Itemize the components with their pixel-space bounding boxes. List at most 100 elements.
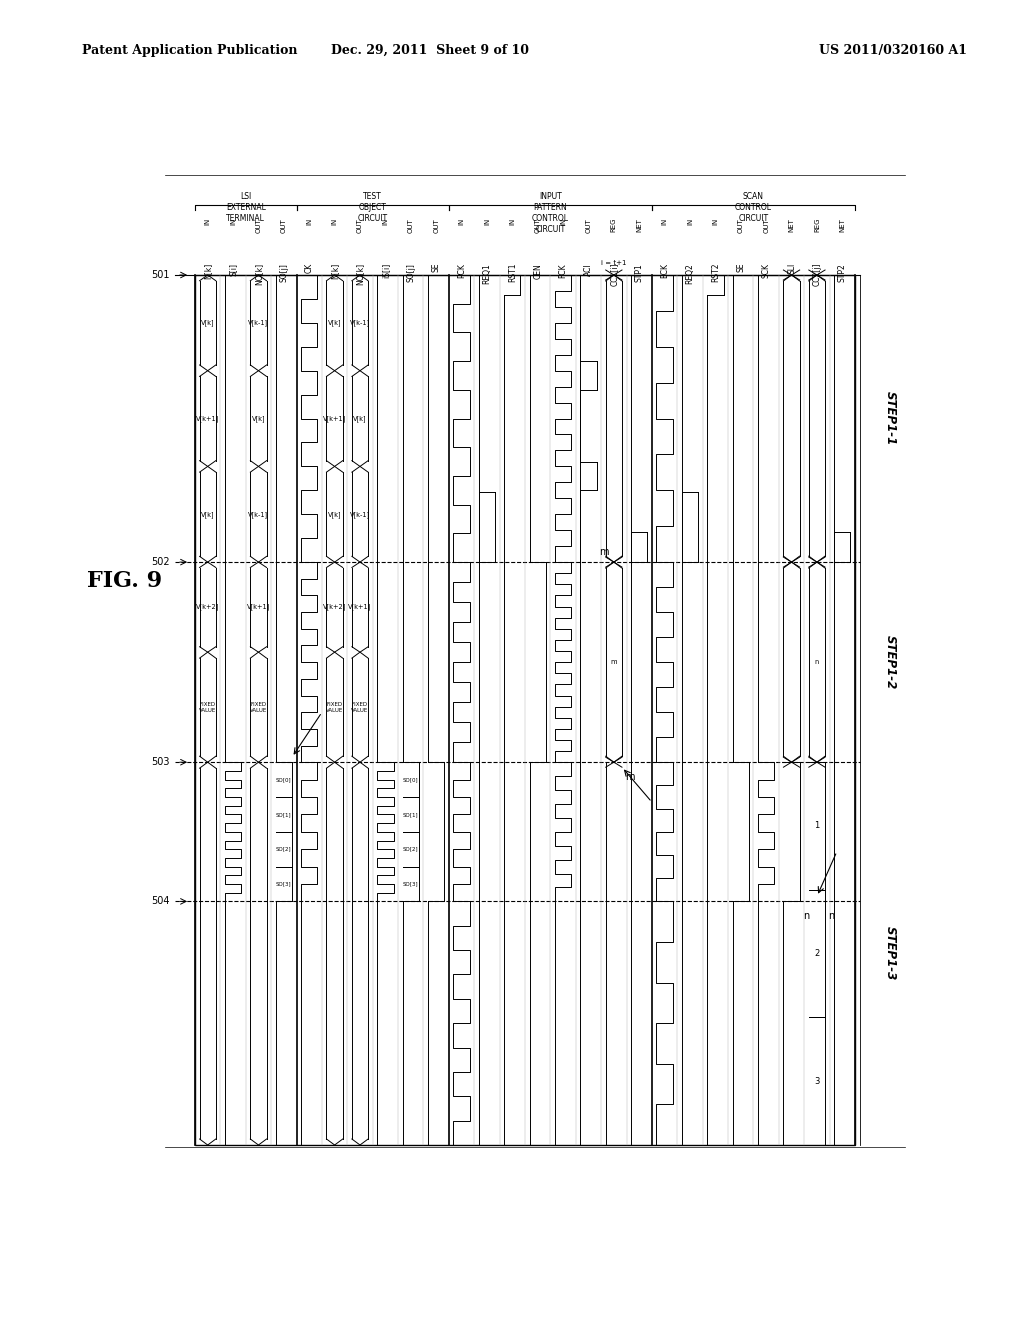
Text: CC2[j]: CC2[j] xyxy=(812,263,821,286)
Text: STEP1-2: STEP1-2 xyxy=(884,635,896,689)
Text: STP1: STP1 xyxy=(635,263,644,281)
Text: IN: IN xyxy=(382,218,388,226)
Text: SLI: SLI xyxy=(787,263,796,275)
Text: SE: SE xyxy=(432,263,440,272)
Text: V[k-1]: V[k-1] xyxy=(350,511,370,517)
Text: S[i]: S[i] xyxy=(228,263,238,276)
Text: V[k+1]: V[k+1] xyxy=(196,416,219,422)
Text: STP2: STP2 xyxy=(838,263,847,281)
Text: REQ2: REQ2 xyxy=(685,263,694,284)
Text: m: m xyxy=(610,659,617,665)
Text: REQ1: REQ1 xyxy=(482,263,492,284)
Text: 504: 504 xyxy=(152,896,170,907)
Text: N[k]: N[k] xyxy=(203,263,212,280)
Text: IN: IN xyxy=(687,218,693,226)
Text: V[k+1]: V[k+1] xyxy=(247,603,270,610)
Text: SO[0]: SO[0] xyxy=(276,777,292,781)
Text: iS[i]: iS[i] xyxy=(381,263,390,279)
Text: 503: 503 xyxy=(152,758,170,767)
Text: IN: IN xyxy=(230,218,237,226)
Text: OUT: OUT xyxy=(586,218,592,232)
Text: m: m xyxy=(625,772,635,783)
Text: V[k]: V[k] xyxy=(201,511,214,517)
Text: LSI
EXTERNAL
TERMINAL: LSI EXTERNAL TERMINAL xyxy=(226,191,265,223)
Text: SO[0]: SO[0] xyxy=(403,777,419,781)
Text: OUT: OUT xyxy=(737,218,743,232)
Text: FCK: FCK xyxy=(558,263,567,277)
Text: V[k+2]: V[k+2] xyxy=(323,603,346,610)
Text: RST1: RST1 xyxy=(508,263,517,282)
Text: IN: IN xyxy=(509,218,515,226)
Text: V[k-1]: V[k-1] xyxy=(350,319,370,326)
Text: NET: NET xyxy=(788,218,795,232)
Text: i = t+1: i = t+1 xyxy=(601,260,627,267)
Text: 2: 2 xyxy=(814,949,819,958)
Text: IN: IN xyxy=(560,218,566,226)
Text: SE: SE xyxy=(736,263,745,272)
Text: NET: NET xyxy=(840,218,845,232)
Text: OUT: OUT xyxy=(433,218,439,232)
Text: SO[2]: SO[2] xyxy=(276,846,292,851)
Text: IN: IN xyxy=(713,218,719,226)
Text: 501: 501 xyxy=(152,271,170,280)
Text: IN: IN xyxy=(662,218,668,226)
Text: V[k+2]: V[k+2] xyxy=(196,603,219,610)
Text: m: m xyxy=(600,546,609,557)
Text: V[k]: V[k] xyxy=(353,416,367,422)
Bar xyxy=(195,275,855,1144)
Text: PCK: PCK xyxy=(457,263,466,279)
Text: V[k]: V[k] xyxy=(328,319,341,326)
Text: n: n xyxy=(828,911,835,921)
Text: V[k-1]: V[k-1] xyxy=(249,319,268,326)
Text: SO[1]: SO[1] xyxy=(403,812,419,817)
Text: SO[2]: SO[2] xyxy=(403,846,419,851)
Text: US 2011/0320160 A1: US 2011/0320160 A1 xyxy=(819,44,968,57)
Text: V[k+1]: V[k+1] xyxy=(323,416,346,422)
Text: V[k]: V[k] xyxy=(328,511,341,517)
Text: CEN: CEN xyxy=(534,263,542,279)
Text: OUT: OUT xyxy=(408,218,414,232)
Text: NO[k]: NO[k] xyxy=(254,263,263,285)
Text: V[k+1]: V[k+1] xyxy=(348,603,372,610)
Text: CC1[i]: CC1[i] xyxy=(609,263,618,286)
Text: FIXED
VALUE: FIXED VALUE xyxy=(250,702,267,713)
Text: ECK: ECK xyxy=(660,263,669,279)
Text: FIG. 9: FIG. 9 xyxy=(87,570,162,591)
Text: RST2: RST2 xyxy=(711,263,720,282)
Text: SO[1]: SO[1] xyxy=(276,812,292,817)
Text: IN: IN xyxy=(306,218,312,226)
Text: STEP1-3: STEP1-3 xyxy=(884,927,896,981)
Text: NO[k]: NO[k] xyxy=(355,263,365,285)
Text: TEST
OBJECT
CIRCUIT: TEST OBJECT CIRCUIT xyxy=(357,191,388,223)
Text: 3: 3 xyxy=(814,1077,819,1085)
Text: FIXED
VALUE: FIXED VALUE xyxy=(326,702,343,713)
Text: n: n xyxy=(815,659,819,665)
Text: Dec. 29, 2011  Sheet 9 of 10: Dec. 29, 2011 Sheet 9 of 10 xyxy=(331,44,529,57)
Text: V[k-1]: V[k-1] xyxy=(249,511,268,517)
Text: IN: IN xyxy=(205,218,211,226)
Text: OUT: OUT xyxy=(255,218,261,232)
Text: IN: IN xyxy=(332,218,338,226)
Text: SCAN
CONTROL
CIRCUIT: SCAN CONTROL CIRCUIT xyxy=(735,191,772,223)
Text: SO[j]: SO[j] xyxy=(280,263,289,282)
Text: IN: IN xyxy=(484,218,489,226)
Text: FIXED
VALUE: FIXED VALUE xyxy=(199,702,216,713)
Text: OUT: OUT xyxy=(763,218,769,232)
Text: REG: REG xyxy=(611,218,616,232)
Text: STEP1-1: STEP1-1 xyxy=(884,392,896,446)
Text: SO[j]: SO[j] xyxy=(407,263,416,282)
Text: SCK: SCK xyxy=(762,263,771,279)
Text: ACI: ACI xyxy=(584,263,593,276)
Text: CK: CK xyxy=(305,263,313,273)
Text: OUT: OUT xyxy=(357,218,362,232)
Text: REG: REG xyxy=(814,218,820,232)
Text: Patent Application Publication: Patent Application Publication xyxy=(82,44,297,57)
Text: INPUT
PATTERN
CONTROL
CIRCUIT: INPUT PATTERN CONTROL CIRCUIT xyxy=(531,191,569,235)
Text: FIXED
VALUE: FIXED VALUE xyxy=(351,702,369,713)
Text: 1: 1 xyxy=(814,821,819,830)
Text: NET: NET xyxy=(636,218,642,232)
Text: 502: 502 xyxy=(152,557,170,568)
Text: OUT: OUT xyxy=(281,218,287,232)
Text: n: n xyxy=(803,911,809,921)
Text: SO[3]: SO[3] xyxy=(276,882,292,887)
